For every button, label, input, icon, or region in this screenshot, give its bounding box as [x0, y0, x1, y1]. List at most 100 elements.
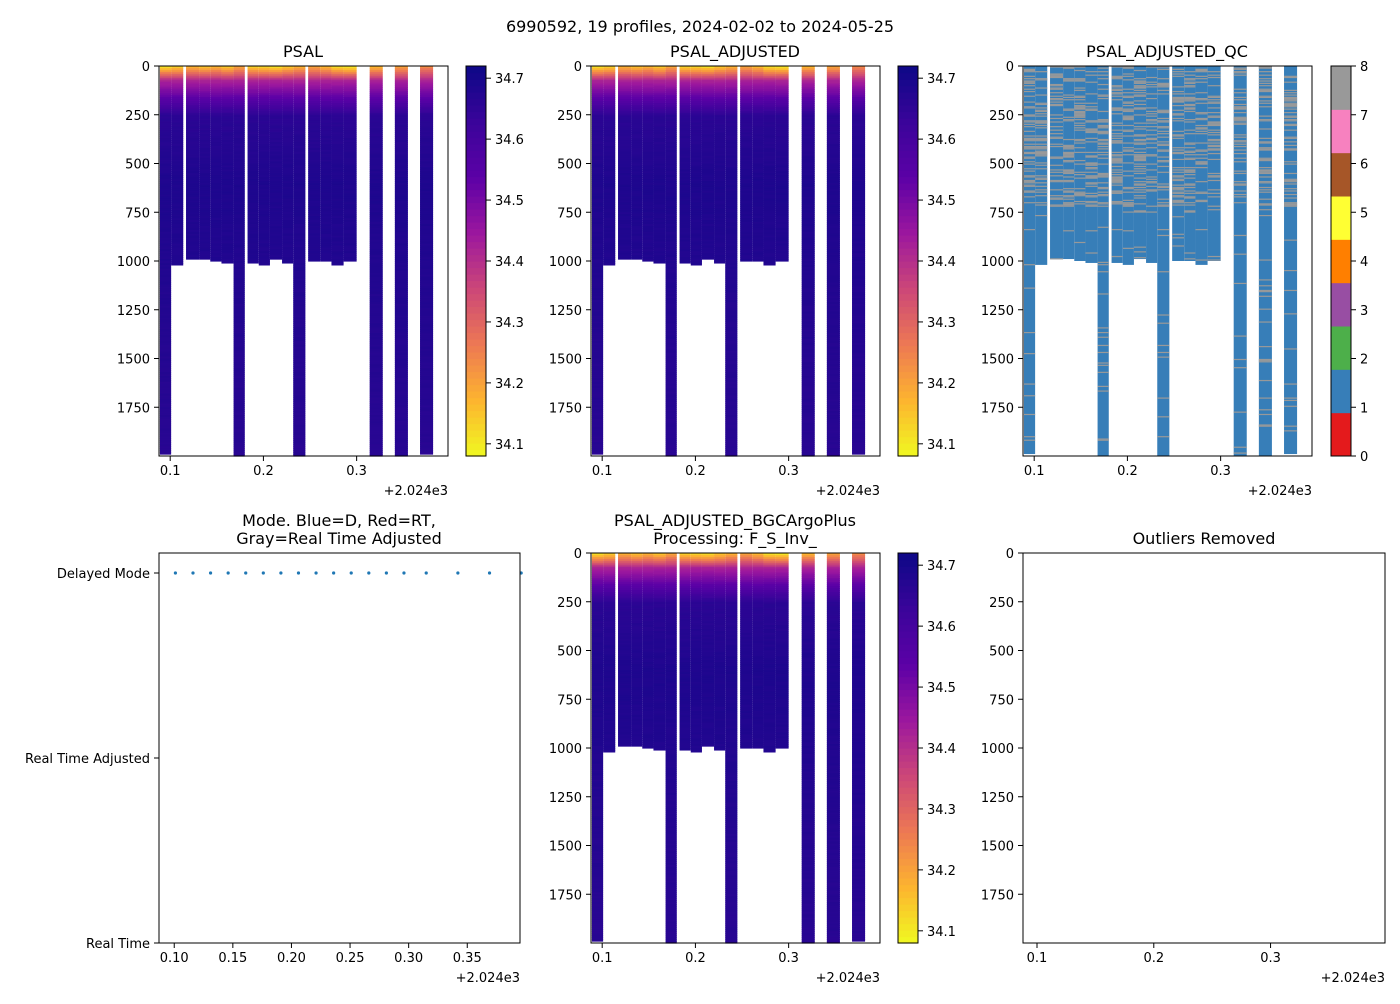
psal-colorbar-segment	[466, 170, 486, 177]
psal-colorbar-segment	[466, 261, 486, 268]
psal-colorbar-segment	[466, 66, 486, 73]
psal-ytick-label: 0	[142, 60, 150, 75]
psal-cell	[160, 452, 171, 455]
psal-adjusted-profile	[691, 66, 702, 266]
psal-profile	[308, 66, 320, 262]
psal-colorbar-segment	[466, 229, 486, 236]
psal-colorbar-segment	[466, 346, 486, 353]
psal-colorbar-segment	[466, 183, 486, 190]
psal-colorbar-segment	[466, 255, 486, 262]
psal-adjusted-profile	[714, 66, 725, 264]
psal-colorbar-segment	[466, 209, 486, 216]
psal-colorbar-segment	[466, 365, 486, 372]
psal-adjusted-profile	[802, 66, 815, 457]
psal-xtick-label: 0.1	[160, 464, 181, 479]
psal-ytick-label: 1750	[117, 401, 150, 416]
psal-adjusted-profile	[702, 66, 714, 260]
psal-adjusted-cell	[642, 259, 653, 262]
psal-colorbar-segment	[466, 378, 486, 385]
psal-ytick-label: 750	[125, 206, 150, 221]
psal-ytick-label: 500	[125, 158, 150, 173]
psal-colorbar-segment	[466, 216, 486, 223]
psal-colorbar-segment	[466, 112, 486, 119]
psal-profile	[420, 66, 433, 455]
psal-colorbar-segment	[466, 177, 486, 184]
psal-colorbar-tick-label: 34.4	[495, 255, 524, 270]
psal-cell	[221, 261, 233, 264]
psal-adjusted-cell	[763, 263, 775, 266]
psal-ytick-label: 250	[125, 109, 150, 124]
psal-colorbar-segment	[466, 398, 486, 405]
psal-profile	[199, 66, 210, 260]
psal-colorbar-segment	[466, 333, 486, 340]
psal-profile	[210, 66, 221, 262]
psal-colorbar-segment	[466, 105, 486, 112]
psal-profile	[331, 66, 343, 266]
psal-profile	[160, 66, 171, 455]
psal-colorbar-segment	[466, 125, 486, 132]
psal-colorbar-segment	[466, 144, 486, 151]
psal-xtick-label: 0.3	[346, 464, 367, 479]
psal-profile	[221, 66, 233, 264]
psal-adjusted-cell	[714, 261, 725, 264]
psal-x-offset-label: +2.024e3	[384, 484, 448, 499]
psal-colorbar-segment	[466, 372, 486, 379]
psal-cell	[270, 257, 282, 260]
psal-colorbar-segment	[466, 151, 486, 158]
psal-adjusted-profile	[618, 66, 631, 260]
psal-adjusted-profile	[631, 66, 642, 260]
psal-colorbar-segment	[466, 352, 486, 359]
psal-adjusted-profile	[763, 66, 775, 266]
psal-adjusted-cell	[752, 259, 763, 262]
psal-adjusted-profile	[592, 66, 603, 455]
psal-colorbar-segment	[466, 248, 486, 255]
psal-adjusted-profile	[827, 66, 840, 457]
psal-colorbar-segment	[466, 242, 486, 249]
psal-colorbar-segment	[466, 313, 486, 320]
psal-colorbar-segment	[466, 164, 486, 171]
psal-colorbar-segment	[466, 385, 486, 392]
psal-colorbar-segment	[466, 79, 486, 86]
psal-adjusted-cell	[776, 259, 789, 262]
psal-colorbar-segment	[466, 222, 486, 229]
psal-colorbar-segment	[466, 424, 486, 431]
psal-ytick-label: 1250	[117, 304, 150, 319]
psal-colorbar-segment	[466, 99, 486, 106]
psal-adjusted-cell	[631, 257, 642, 260]
psal-adjusted-cell	[691, 263, 702, 266]
psal-colorbar-segment	[466, 86, 486, 93]
psal-cell	[344, 259, 357, 262]
psal-colorbar-segment	[466, 287, 486, 294]
psal-colorbar-segment	[466, 190, 486, 197]
psal-cell	[420, 452, 433, 455]
psal-colorbar-segment	[466, 411, 486, 418]
psal-colorbar-segment	[466, 268, 486, 275]
psal-cell	[171, 263, 183, 266]
psal-colorbar-segment	[466, 92, 486, 99]
psal-colorbar-segment	[466, 437, 486, 444]
psal-profile	[344, 66, 357, 262]
psal-colorbar-segment	[466, 417, 486, 424]
psal-profile	[395, 66, 408, 457]
psal-adjusted-profile	[603, 66, 615, 266]
psal-cell	[331, 263, 343, 266]
psal-adjusted-profile	[666, 66, 677, 457]
psal-profile	[234, 66, 245, 457]
psal-profile	[320, 66, 331, 262]
psal-adjusted-profile	[725, 66, 737, 457]
psal-colorbar-segment	[466, 274, 486, 281]
psal-profile	[186, 66, 199, 260]
psal-colorbar-segment	[466, 339, 486, 346]
psal-profile	[171, 66, 183, 266]
psal-adjusted-cell	[653, 261, 665, 264]
psal-adjusted-cell	[680, 261, 691, 264]
psal-colorbar-segment	[466, 404, 486, 411]
psal-profile	[270, 66, 282, 260]
psal-adjusted-profile	[740, 66, 752, 262]
psal-colorbar-segment	[466, 443, 486, 450]
psal-colorbar-segment	[466, 307, 486, 314]
psal-colorbar-tick-label: 34.3	[495, 316, 524, 331]
